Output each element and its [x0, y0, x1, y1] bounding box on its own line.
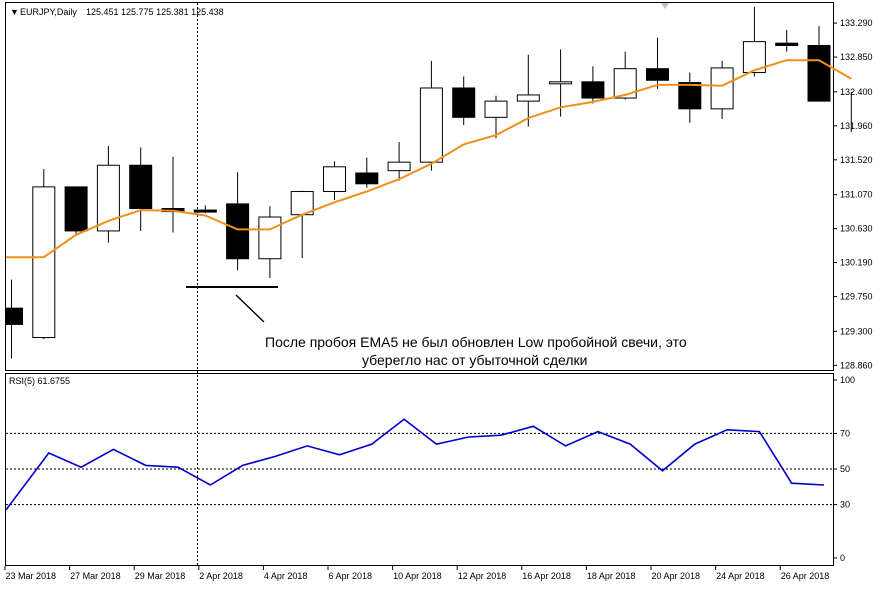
date-tick-label: 24 Apr 2018: [716, 571, 765, 581]
candle: [129, 147, 153, 231]
rsi-title: RSI(5) 61.6755: [9, 376, 70, 386]
price-tick-label: 131.070: [840, 190, 873, 200]
candle-body-bull: [549, 81, 573, 85]
candle-body-bear: [678, 82, 702, 110]
candle-body-bear: [64, 186, 88, 232]
price-tick-label: 129.750: [840, 292, 873, 302]
candle: [387, 142, 411, 181]
candle: [355, 157, 379, 188]
candle-body-bull: [323, 166, 346, 193]
candle: [96, 145, 120, 243]
date-tick-label: 26 Apr 2018: [781, 571, 830, 581]
date-tick-label: 23 Mar 2018: [6, 571, 57, 581]
rsi-tick-label: 100: [840, 375, 855, 385]
price-tick-label: 130.630: [840, 224, 873, 234]
candle: [452, 76, 476, 126]
candle: [484, 95, 508, 139]
candle-body-bull: [419, 87, 443, 163]
candle: [419, 60, 443, 171]
date-tick-label: 29 Mar 2018: [135, 571, 186, 581]
annotation-pointer: [235, 294, 265, 323]
candle: [678, 72, 702, 123]
price-tick-label: 131.520: [840, 155, 873, 165]
date-tick-label: 20 Apr 2018: [652, 571, 701, 581]
ohlc-readout: 125.451 125.775 125.381 125.438: [86, 7, 224, 17]
price-tick-label: 130.190: [840, 258, 873, 268]
price-tick-label: 128.860: [840, 360, 873, 370]
candle-body-bull: [742, 41, 766, 74]
date-tick-label: 2 Apr 2018: [199, 571, 243, 581]
candle: [775, 30, 799, 52]
candle-body-bear: [5, 307, 23, 325]
window-menu-icon[interactable]: ▼: [10, 7, 19, 17]
candle-body-bull: [258, 216, 282, 260]
candle: [64, 186, 88, 235]
candle: [323, 161, 346, 201]
date-tick-label: 27 Mar 2018: [70, 571, 121, 581]
rsi-line: [5, 418, 825, 511]
annotation-line-2: уберегло нас от убыточной сделки: [362, 352, 587, 368]
rsi-tick-label: 30: [840, 500, 850, 510]
candle: [742, 6, 766, 77]
candle-body-bear: [193, 209, 217, 213]
candle: [646, 37, 669, 89]
candle-body-bull: [613, 68, 637, 99]
candle: [549, 49, 573, 117]
candle: [226, 172, 250, 271]
price-axis: 133.290 132.850 132.400 131.960 131.520 131.0…: [833, 18, 873, 370]
candles: [5, 6, 852, 359]
candle-body-bear: [581, 81, 605, 99]
rsi-tick-label: 50: [840, 464, 850, 474]
candle-body-bull: [32, 186, 56, 339]
candle-body-bull: [516, 94, 540, 102]
candle: [710, 60, 734, 119]
rsi-tick-label: 70: [840, 428, 850, 438]
date-tick-label: 6 Apr 2018: [329, 571, 373, 581]
candle-body-bear: [355, 172, 379, 185]
candle: [516, 54, 540, 127]
rsi-axis: 100 70 50 30 0: [833, 375, 855, 563]
date-tick-label: 16 Apr 2018: [522, 571, 571, 581]
candle: [581, 66, 605, 104]
candle-body-bear: [452, 87, 476, 118]
date-axis: 23 Mar 2018 27 Mar 2018 29 Mar 2018 2 Apr 2…: [4, 566, 830, 581]
price-tick-label: 129.300: [840, 326, 873, 336]
chart-shift-icon[interactable]: [661, 3, 669, 9]
candle: [193, 205, 217, 214]
candle-body-bull: [387, 161, 411, 172]
price-tick-label: 131.960: [840, 121, 873, 131]
symbol-label: EURJPY,Daily: [20, 7, 77, 17]
candle: [32, 169, 56, 340]
price-tick-label: 132.400: [840, 87, 873, 97]
price-tick-label: 133.290: [840, 18, 873, 28]
candle: [613, 51, 637, 100]
candle-body-bull: [96, 164, 120, 232]
price-tick-label: 132.850: [840, 52, 873, 62]
candle-body-bear: [646, 68, 669, 81]
date-tick-label: 12 Apr 2018: [458, 571, 507, 581]
rsi-levels: [6, 432, 833, 506]
date-tick-label: 18 Apr 2018: [587, 571, 636, 581]
candle-body-bear: [129, 164, 153, 210]
ema5-line: [6, 59, 852, 259]
candle-body-bear: [226, 203, 250, 260]
candle-body-bull: [484, 100, 508, 118]
date-tick-label: 4 Apr 2018: [264, 571, 308, 581]
rsi-tick-label: 0: [840, 553, 845, 563]
candle: [5, 279, 23, 359]
candle-body-bull: [710, 67, 734, 110]
candle-body-bear: [807, 44, 831, 102]
annotation-line-1: После пробоя EMA5 не был обновлен Low пр…: [265, 334, 687, 350]
date-tick-label: 10 Apr 2018: [393, 571, 442, 581]
candle: [290, 190, 314, 258]
candle-body-bear: [775, 42, 799, 46]
